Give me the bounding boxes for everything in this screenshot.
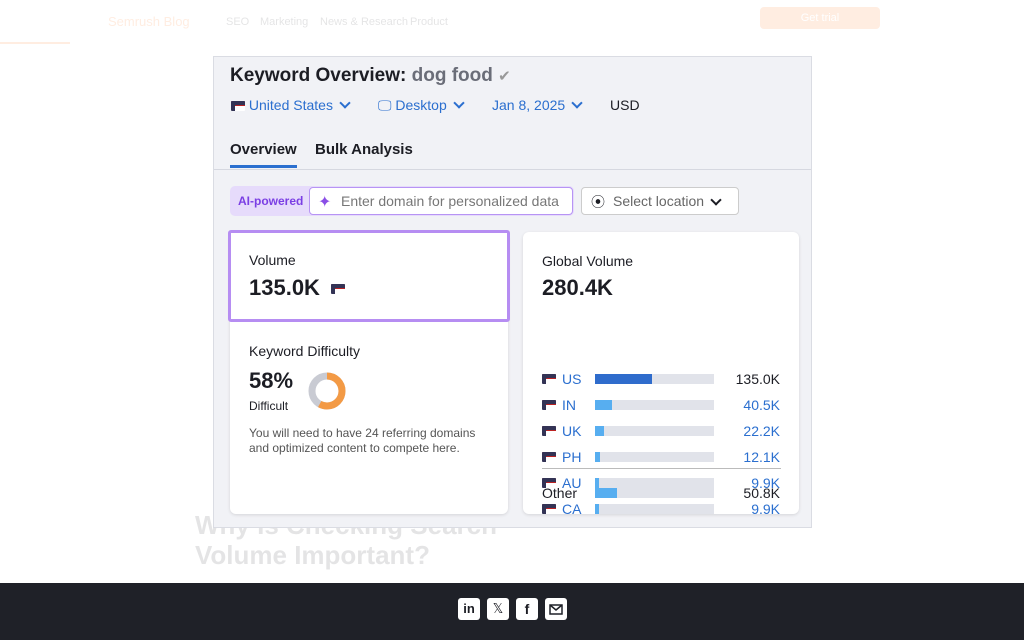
cta: Get trial <box>760 7 880 29</box>
bar <box>595 400 613 410</box>
bar <box>595 504 600 514</box>
bar-track <box>595 452 714 462</box>
donut <box>308 372 346 410</box>
logo: Semrush Blog <box>108 14 190 29</box>
country: CA <box>562 501 582 517</box>
nav: SEO <box>226 16 250 28</box>
progress <box>0 42 70 44</box>
country: US <box>562 371 582 387</box>
divider <box>542 468 781 469</box>
bar-track <box>595 478 714 488</box>
global-card: Global Volume 280.4K US 135.0K IN 40.5K UK 22… <box>523 232 799 517</box>
bar <box>595 374 653 384</box>
bar-track <box>595 400 714 410</box>
row-value: 50.8K <box>743 485 780 501</box>
title: Keyword Overview: dog food ✔ <box>230 65 511 86</box>
flag <box>542 478 556 488</box>
kd-card: Volume 135.0K Keyword Difficulty 58% Dif… <box>228 230 510 514</box>
flag <box>542 426 556 436</box>
bar <box>595 478 600 488</box>
modal: Keyword Overview: dog food ✔ United Stat… <box>213 56 812 528</box>
country: PH <box>562 449 582 465</box>
country: UK <box>562 423 582 439</box>
filter[interactable]: 🖵 Desktop <box>378 97 465 114</box>
domain-input[interactable]: ✦ Enter domain for personalized data <box>309 187 573 215</box>
bar <box>595 452 601 462</box>
global-value: 280.4K <box>542 275 613 300</box>
country: AU <box>562 475 582 491</box>
flag <box>542 400 556 410</box>
nav: News & Research <box>320 16 409 28</box>
nav: Product <box>410 16 448 28</box>
country: Other <box>542 485 578 501</box>
bar-track <box>595 488 714 498</box>
currency: USD <box>610 97 640 113</box>
bar-track <box>595 374 714 384</box>
flag <box>542 504 556 514</box>
flag <box>542 452 556 462</box>
filter[interactable]: Jan 8, 2025 <box>492 97 583 113</box>
divider <box>214 169 811 170</box>
volume-box: Volume 135.0K <box>228 230 510 322</box>
footer: in 𝕏 f <box>0 583 1024 640</box>
share-icon[interactable]: in <box>458 598 480 620</box>
bar <box>595 426 605 436</box>
bar-track <box>595 504 714 514</box>
country: IN <box>562 397 576 413</box>
filter[interactable]: United States <box>231 97 351 113</box>
kd-label: Keyword Difficulty <box>249 343 361 359</box>
row-value: 135.0K <box>735 371 780 387</box>
nav: Marketing <box>260 16 309 28</box>
bar <box>595 488 617 498</box>
share-icon[interactable] <box>545 598 567 620</box>
bar-track <box>595 426 714 436</box>
tab[interactable]: Bulk Analysis <box>315 141 413 158</box>
ai-field: AI-powered ✦ Enter domain for personaliz… <box>230 186 574 216</box>
donut-arc <box>308 372 346 410</box>
kd-level: Difficult <box>249 399 289 413</box>
flag <box>542 374 556 384</box>
row-value: 9.9K <box>751 501 780 517</box>
share-icon[interactable]: 𝕏 <box>487 598 509 620</box>
kd-note: You will need to have 24 referring domai… <box>249 426 476 455</box>
kd-value: 58% <box>249 368 294 393</box>
row-value: 40.5K <box>743 397 780 413</box>
row-value: 22.2K <box>743 423 780 439</box>
location-select[interactable]: ⦿ Select location <box>581 187 739 215</box>
row-value: 9.9K <box>751 475 780 491</box>
row-value: 12.1K <box>743 449 780 465</box>
tab[interactable]: Overview <box>230 141 297 168</box>
share-icon[interactable]: f <box>516 598 538 620</box>
global-label: Global Volume <box>542 253 634 269</box>
